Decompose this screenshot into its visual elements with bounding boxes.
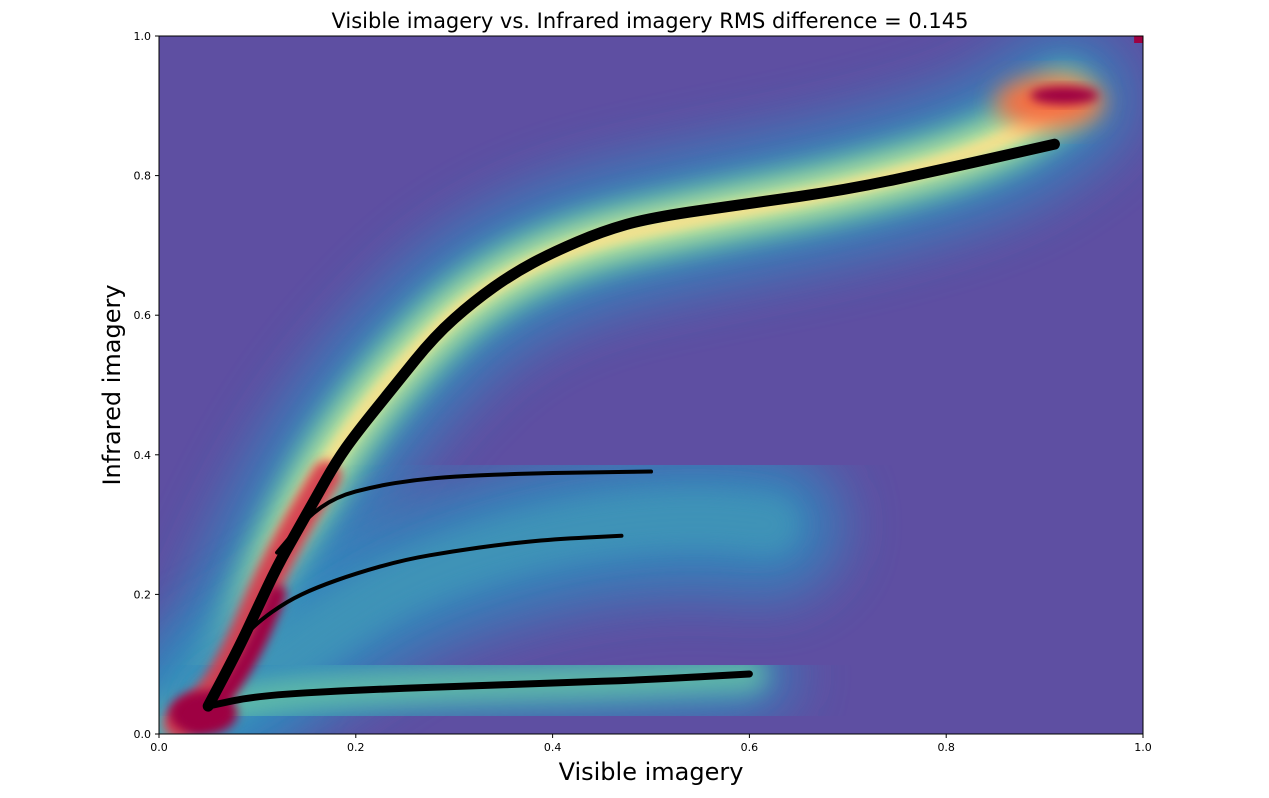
- density-hotspot-core: [1030, 86, 1098, 104]
- y-tick-label: 0.2: [134, 588, 152, 601]
- x-axis-ticks: 0.0 0.2 0.4 0.6 0.8 1.0: [150, 734, 1152, 754]
- y-axis-ticks: 0.0 0.2 0.4 0.6 0.8 1.0: [134, 30, 160, 741]
- x-tick-label: 1.0: [1134, 741, 1152, 754]
- y-tick-label: 0.0: [134, 728, 152, 741]
- x-tick-label: 0.2: [347, 741, 365, 754]
- x-tick-label: 0.0: [150, 741, 168, 754]
- y-tick-label: 0.4: [134, 449, 152, 462]
- y-tick-label: 1.0: [134, 30, 152, 43]
- y-tick-label: 0.6: [134, 309, 152, 322]
- chart-title: Visible imagery vs. Infrared imagery RMS…: [332, 9, 969, 33]
- x-axis-label: Visible imagery: [559, 758, 744, 786]
- y-tick-label: 0.8: [134, 170, 152, 183]
- x-tick-label: 0.8: [937, 741, 955, 754]
- y-axis-label: Infrared imagery: [98, 284, 126, 485]
- x-tick-label: 0.6: [741, 741, 759, 754]
- x-tick-label: 0.4: [544, 741, 562, 754]
